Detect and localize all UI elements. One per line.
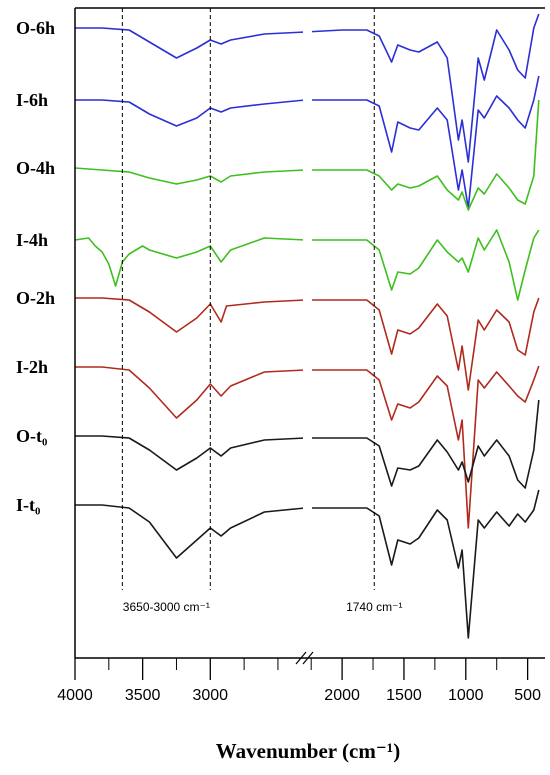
series-label-5: I-2h: [16, 357, 48, 377]
spectrum-line-1: [75, 75, 540, 209]
spectrum-line-4: [75, 297, 540, 391]
x-tick-label-0: 4000: [57, 687, 93, 704]
series-label-4: O-2h: [16, 288, 55, 308]
x-tick-label-6: 500: [514, 687, 541, 704]
spectrum-line-0: [75, 13, 540, 163]
axis-break-mark-b: [302, 651, 314, 665]
series-label-6: O-t₀: [16, 426, 47, 446]
series-label-3: I-4h: [16, 230, 48, 250]
annotation-label-0: 3650-3000 cm⁻¹: [123, 600, 210, 614]
series-label-7: I-t₀: [16, 495, 40, 515]
spectrum-line-2: [74, 99, 540, 211]
x-tick-label-5: 1000: [448, 687, 484, 704]
annotation-label-1: 1740 cm⁻¹: [346, 600, 402, 614]
spectrum-line-3: [74, 229, 540, 301]
spectrum-line-6: [75, 399, 540, 489]
x-axis-label: Wavenumber (cm⁻¹): [216, 739, 400, 763]
series-label-1: I-6h: [16, 90, 48, 110]
axis-break-gap: [303, 9, 312, 629]
spectrum-line-5: [75, 365, 540, 529]
series-label-2: O-4h: [16, 158, 55, 178]
x-tick-label-3: 2000: [324, 687, 360, 704]
axis-break-mark-a: [295, 651, 307, 665]
x-tick-label-1: 3500: [125, 687, 161, 704]
series-label-0: O-6h: [16, 18, 55, 38]
x-tick-label-4: 1500: [386, 687, 422, 704]
spectrum-line-7: [75, 489, 540, 639]
x-tick-label-2: 3000: [192, 687, 228, 704]
